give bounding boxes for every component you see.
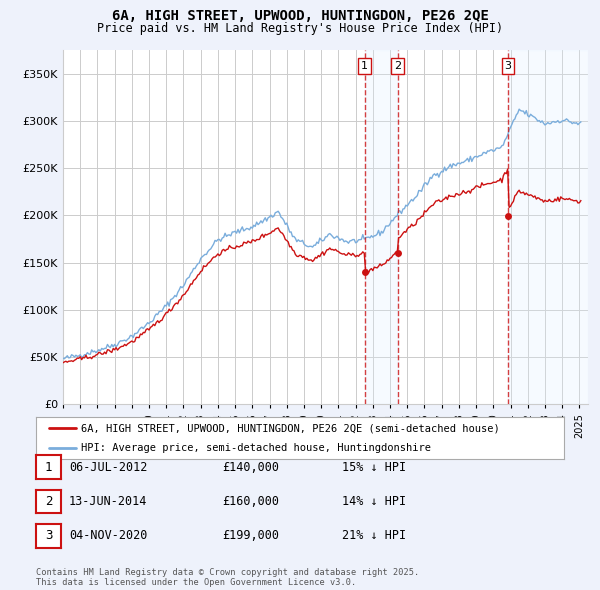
Text: £160,000: £160,000 <box>222 495 279 508</box>
Text: 1: 1 <box>361 61 368 71</box>
Text: 2: 2 <box>45 495 52 508</box>
Text: Price paid vs. HM Land Registry's House Price Index (HPI): Price paid vs. HM Land Registry's House … <box>97 22 503 35</box>
Text: 06-JUL-2012: 06-JUL-2012 <box>69 461 148 474</box>
Text: 13-JUN-2014: 13-JUN-2014 <box>69 495 148 508</box>
Text: 21% ↓ HPI: 21% ↓ HPI <box>342 529 406 542</box>
Text: 6A, HIGH STREET, UPWOOD, HUNTINGDON, PE26 2QE: 6A, HIGH STREET, UPWOOD, HUNTINGDON, PE2… <box>112 9 488 23</box>
Text: HPI: Average price, semi-detached house, Huntingdonshire: HPI: Average price, semi-detached house,… <box>81 444 431 453</box>
Text: 6A, HIGH STREET, UPWOOD, HUNTINGDON, PE26 2QE (semi-detached house): 6A, HIGH STREET, UPWOOD, HUNTINGDON, PE2… <box>81 423 500 433</box>
Text: £199,000: £199,000 <box>222 529 279 542</box>
Text: 3: 3 <box>45 529 52 542</box>
Bar <box>508 50 588 404</box>
Text: 04-NOV-2020: 04-NOV-2020 <box>69 529 148 542</box>
Text: 14% ↓ HPI: 14% ↓ HPI <box>342 495 406 508</box>
Text: 15% ↓ HPI: 15% ↓ HPI <box>342 461 406 474</box>
Text: 3: 3 <box>504 61 511 71</box>
Text: £140,000: £140,000 <box>222 461 279 474</box>
Bar <box>365 50 398 404</box>
Text: 1: 1 <box>45 461 52 474</box>
Text: Contains HM Land Registry data © Crown copyright and database right 2025.
This d: Contains HM Land Registry data © Crown c… <box>36 568 419 587</box>
Text: 2: 2 <box>394 61 401 71</box>
